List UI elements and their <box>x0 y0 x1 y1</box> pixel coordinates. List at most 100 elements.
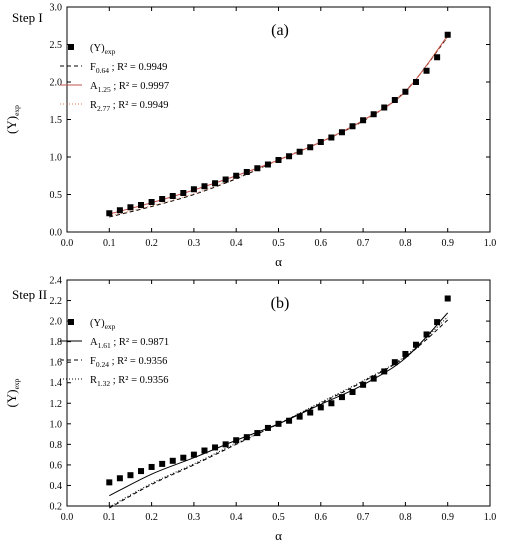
x-tick-label: 0.7 <box>357 238 370 249</box>
chart-panel-b: 0.0 0.1 0.2 0.3 0.4 0.5 0.6 0.7 0.8 0.9 1.0 0.2 0.4 0… <box>4 276 496 544</box>
y-tick-label: 0.6 <box>50 460 63 471</box>
y-tick-label: 0.8 <box>50 440 63 451</box>
data-point <box>307 409 314 416</box>
x-tick-label: 0.4 <box>230 512 243 523</box>
x-tick-label: 1.0 <box>484 512 497 523</box>
legend-label: A1.25 ; R² = 0.9997 <box>90 81 169 94</box>
data-point <box>370 375 377 382</box>
data-point <box>444 31 451 38</box>
data-point <box>212 444 219 451</box>
data-point <box>275 157 282 163</box>
data-point <box>116 207 123 214</box>
legend-label: R2.77 ; R² = 0.9949 <box>90 100 169 113</box>
data-point <box>275 420 282 427</box>
y-tick-label: 2.5 <box>50 40 63 51</box>
y-tick-label: 1.8 <box>50 337 63 348</box>
data-point <box>338 129 345 136</box>
data-point <box>264 161 271 168</box>
data-point <box>402 350 409 357</box>
data-point <box>127 204 134 211</box>
data-point <box>201 183 208 190</box>
data-point <box>212 180 219 187</box>
x-tick-label: 0.9 <box>441 512 454 523</box>
data-point <box>328 134 335 141</box>
data-point <box>148 199 155 205</box>
data-point <box>296 413 303 420</box>
data-point <box>138 468 145 475</box>
x-axis-label: α <box>275 528 282 543</box>
data-point <box>264 424 271 431</box>
legend-label: F0.64 ; R² = 0.9949 <box>90 62 167 75</box>
x-tick-label: 1.0 <box>484 238 497 249</box>
data-point <box>286 153 293 160</box>
y-axis-label: (Y)exp <box>4 105 21 134</box>
y-tick-label: 3.0 <box>50 3 63 14</box>
data-point <box>391 359 398 366</box>
panel-label: (b) <box>271 295 290 312</box>
data-point <box>127 472 134 479</box>
data-point <box>243 169 250 175</box>
data-point <box>222 441 229 448</box>
y-tick-label: 0.4 <box>50 481 63 492</box>
data-point <box>444 295 451 302</box>
y-axis-label-group: (Y)exp <box>4 105 21 134</box>
x-tick-label: 0.6 <box>315 238 328 249</box>
x-tick-label: 0.5 <box>272 238 285 249</box>
data-point <box>434 319 441 326</box>
data-point <box>412 341 419 348</box>
legend: (Y)exp F0.64 ; R² = 0.9949 A1.25 ; R² = 0.… <box>60 43 169 113</box>
y-tick-label: 0.2 <box>50 502 63 513</box>
legend-label: (Y)exp <box>90 43 116 56</box>
data-point <box>106 210 113 217</box>
x-tick-label: 0.6 <box>315 512 328 523</box>
legend-label: (Y)exp <box>90 318 116 331</box>
data-point <box>201 447 208 454</box>
x-axis-label: α <box>275 254 282 269</box>
data-point <box>317 139 324 145</box>
data-point <box>243 434 250 441</box>
chart-panel-a: 0.0 0.1 0.2 0.3 0.4 0.5 0.6 0.7 0.8 0.9 1.0 0.0 0.5 1… <box>4 3 496 270</box>
data-point <box>233 437 240 444</box>
x-tick-label: 0.0 <box>61 512 74 523</box>
legend-label: A1.61 ; R² = 0.9871 <box>90 337 169 350</box>
data-point <box>349 388 356 395</box>
x-tick-label: 0.1 <box>103 512 116 523</box>
data-point <box>338 394 345 401</box>
data-point <box>381 368 388 375</box>
step-label: Step II <box>12 287 47 302</box>
data-point <box>254 165 261 172</box>
x-tick-label: 0.1 <box>103 238 116 249</box>
step-label: Step I <box>12 10 43 25</box>
data-point <box>116 475 123 482</box>
fit-curve-R2-77 <box>109 36 449 217</box>
data-point <box>254 430 261 437</box>
data-point <box>180 454 187 461</box>
data-point <box>190 186 197 193</box>
x-tick-label: 0.2 <box>145 512 158 523</box>
data-point <box>296 148 303 155</box>
plot-frame <box>66 6 491 233</box>
data-point <box>233 172 240 179</box>
y-tick-label: 2.0 <box>50 78 63 89</box>
y-axis-label: (Y)exp <box>4 378 21 407</box>
y-tick-label: 1.6 <box>50 358 63 369</box>
data-point <box>159 196 166 202</box>
data-point <box>370 111 377 118</box>
data-point <box>138 202 145 208</box>
data-point <box>412 79 419 85</box>
x-tick-label: 0.3 <box>188 238 201 249</box>
data-point <box>307 144 314 151</box>
legend-marker <box>68 44 74 50</box>
y-tick-label: 2.4 <box>50 276 63 287</box>
legend-label: R1.32 ; R² = 0.9356 <box>90 375 169 388</box>
data-point <box>360 117 367 124</box>
panel-label: (a) <box>271 22 289 39</box>
data-point <box>423 67 430 74</box>
y-tick-label: 2.2 <box>50 296 63 307</box>
x-tick-label: 0.4 <box>230 238 243 249</box>
data-point <box>180 190 187 196</box>
fit-curve-F0-24 <box>109 319 449 509</box>
y-tick-label: 2.0 <box>50 317 63 328</box>
data-point <box>159 460 166 467</box>
data-point <box>169 457 176 464</box>
